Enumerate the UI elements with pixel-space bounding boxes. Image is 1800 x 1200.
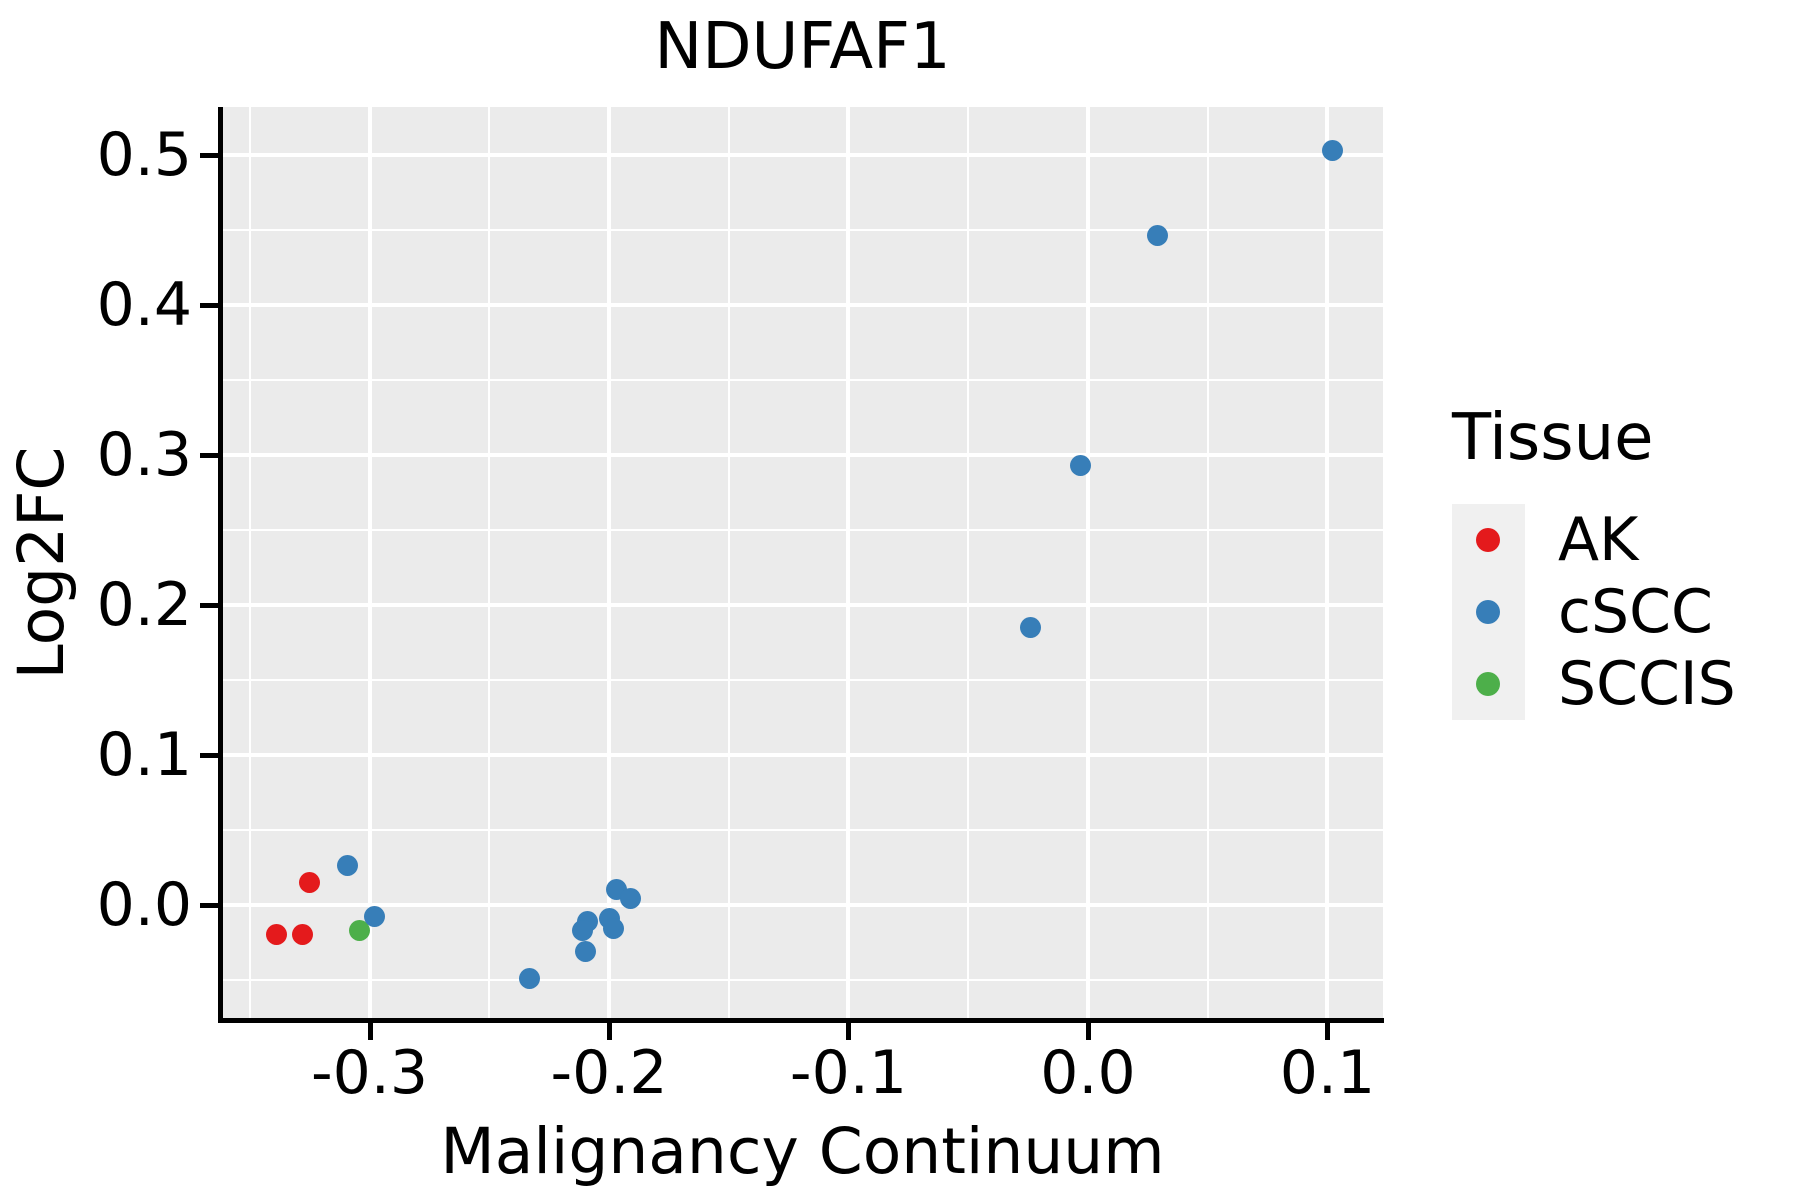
y-tick-mark — [200, 902, 218, 908]
data-point-AK — [299, 871, 321, 893]
legend: Tissue AK cSCC SCCIS — [1452, 401, 1736, 720]
x-tick-label: -0.2 — [550, 1038, 668, 1108]
y-tick-mark — [200, 602, 218, 608]
x-tick-mark — [846, 1022, 852, 1040]
data-point-AK — [291, 924, 313, 946]
x-axis-label: Malignancy Continuum — [440, 1115, 1165, 1188]
data-point-cSCC — [337, 855, 359, 877]
y-tick-label: 0.5 — [96, 119, 192, 190]
data-point-cSCC — [1019, 616, 1041, 638]
data-point-cSCC — [363, 906, 385, 928]
y-tick-label: 0.0 — [96, 869, 192, 940]
legend-title: Tissue — [1452, 401, 1654, 475]
x-tick-mark — [1325, 1022, 1331, 1040]
x-tick-mark — [607, 1022, 612, 1040]
major-gridline — [222, 452, 1383, 457]
legend-item-label: SCCIS — [1558, 649, 1736, 719]
minor-gridline — [488, 107, 491, 1020]
y-tick-label: 0.1 — [96, 719, 192, 790]
data-point-cSCC — [572, 919, 594, 941]
x-axis-line — [218, 1018, 1384, 1023]
legend-item-SCCIS: SCCIS — [1452, 648, 1736, 720]
chart-title: NDUFAF1 — [654, 10, 951, 84]
data-point-cSCC — [574, 940, 596, 962]
data-point-cSCC — [519, 967, 541, 989]
minor-gridline — [222, 528, 1383, 531]
major-gridline — [222, 752, 1383, 757]
major-gridline — [607, 107, 611, 1020]
major-gridline — [222, 302, 1383, 307]
plot-panel — [222, 107, 1383, 1020]
data-point-AK — [265, 924, 287, 946]
legend-dot-icon — [1476, 600, 1500, 624]
minor-gridline — [727, 107, 730, 1020]
minor-gridline — [967, 107, 970, 1020]
y-tick-label: 0.4 — [96, 269, 192, 340]
data-point-SCCIS — [349, 919, 371, 941]
legend-item-AK: AK — [1452, 504, 1654, 576]
x-tick-label: -0.3 — [310, 1038, 429, 1108]
minor-gridline — [222, 228, 1383, 231]
data-point-cSCC — [603, 918, 625, 940]
minor-gridline — [222, 378, 1383, 381]
legend-dot-icon — [1476, 528, 1500, 552]
x-tick-mark — [1085, 1022, 1091, 1040]
major-gridline — [367, 107, 372, 1020]
legend-item-label: cSCC — [1558, 577, 1713, 647]
x-tick-label: 0.0 — [1040, 1038, 1136, 1108]
data-point-cSCC — [1070, 454, 1092, 476]
legend-item-cSCC: cSCC — [1452, 576, 1713, 648]
data-point-cSCC — [620, 888, 642, 910]
minor-gridline — [222, 828, 1383, 831]
minor-gridline — [248, 107, 251, 1020]
y-tick-mark — [200, 152, 218, 158]
legend-dot-icon — [1476, 672, 1500, 696]
legend-items: AK cSCC SCCIS — [1452, 504, 1736, 720]
y-tick-mark — [200, 302, 218, 308]
minor-gridline — [222, 678, 1383, 681]
major-gridline — [846, 107, 851, 1020]
major-gridline — [1085, 107, 1090, 1020]
legend-item-label: AK — [1558, 505, 1639, 575]
data-point-cSCC — [1146, 225, 1168, 247]
major-gridline — [1325, 107, 1330, 1020]
major-gridline — [222, 902, 1383, 907]
y-tick-label: 0.3 — [96, 419, 192, 490]
minor-gridline — [222, 978, 1383, 981]
x-tick-mark — [367, 1022, 373, 1040]
y-axis-label: Log2FC — [5, 446, 78, 680]
x-tick-label: 0.1 — [1279, 1038, 1376, 1108]
y-tick-label: 0.2 — [96, 569, 192, 640]
y-axis-line — [218, 107, 223, 1023]
y-tick-mark — [200, 752, 218, 758]
minor-gridline — [1206, 107, 1209, 1020]
x-tick-label: -0.1 — [789, 1038, 907, 1108]
major-gridline — [222, 602, 1383, 607]
major-gridline — [222, 152, 1383, 157]
data-point-cSCC — [1321, 139, 1343, 161]
y-tick-mark — [200, 452, 218, 458]
